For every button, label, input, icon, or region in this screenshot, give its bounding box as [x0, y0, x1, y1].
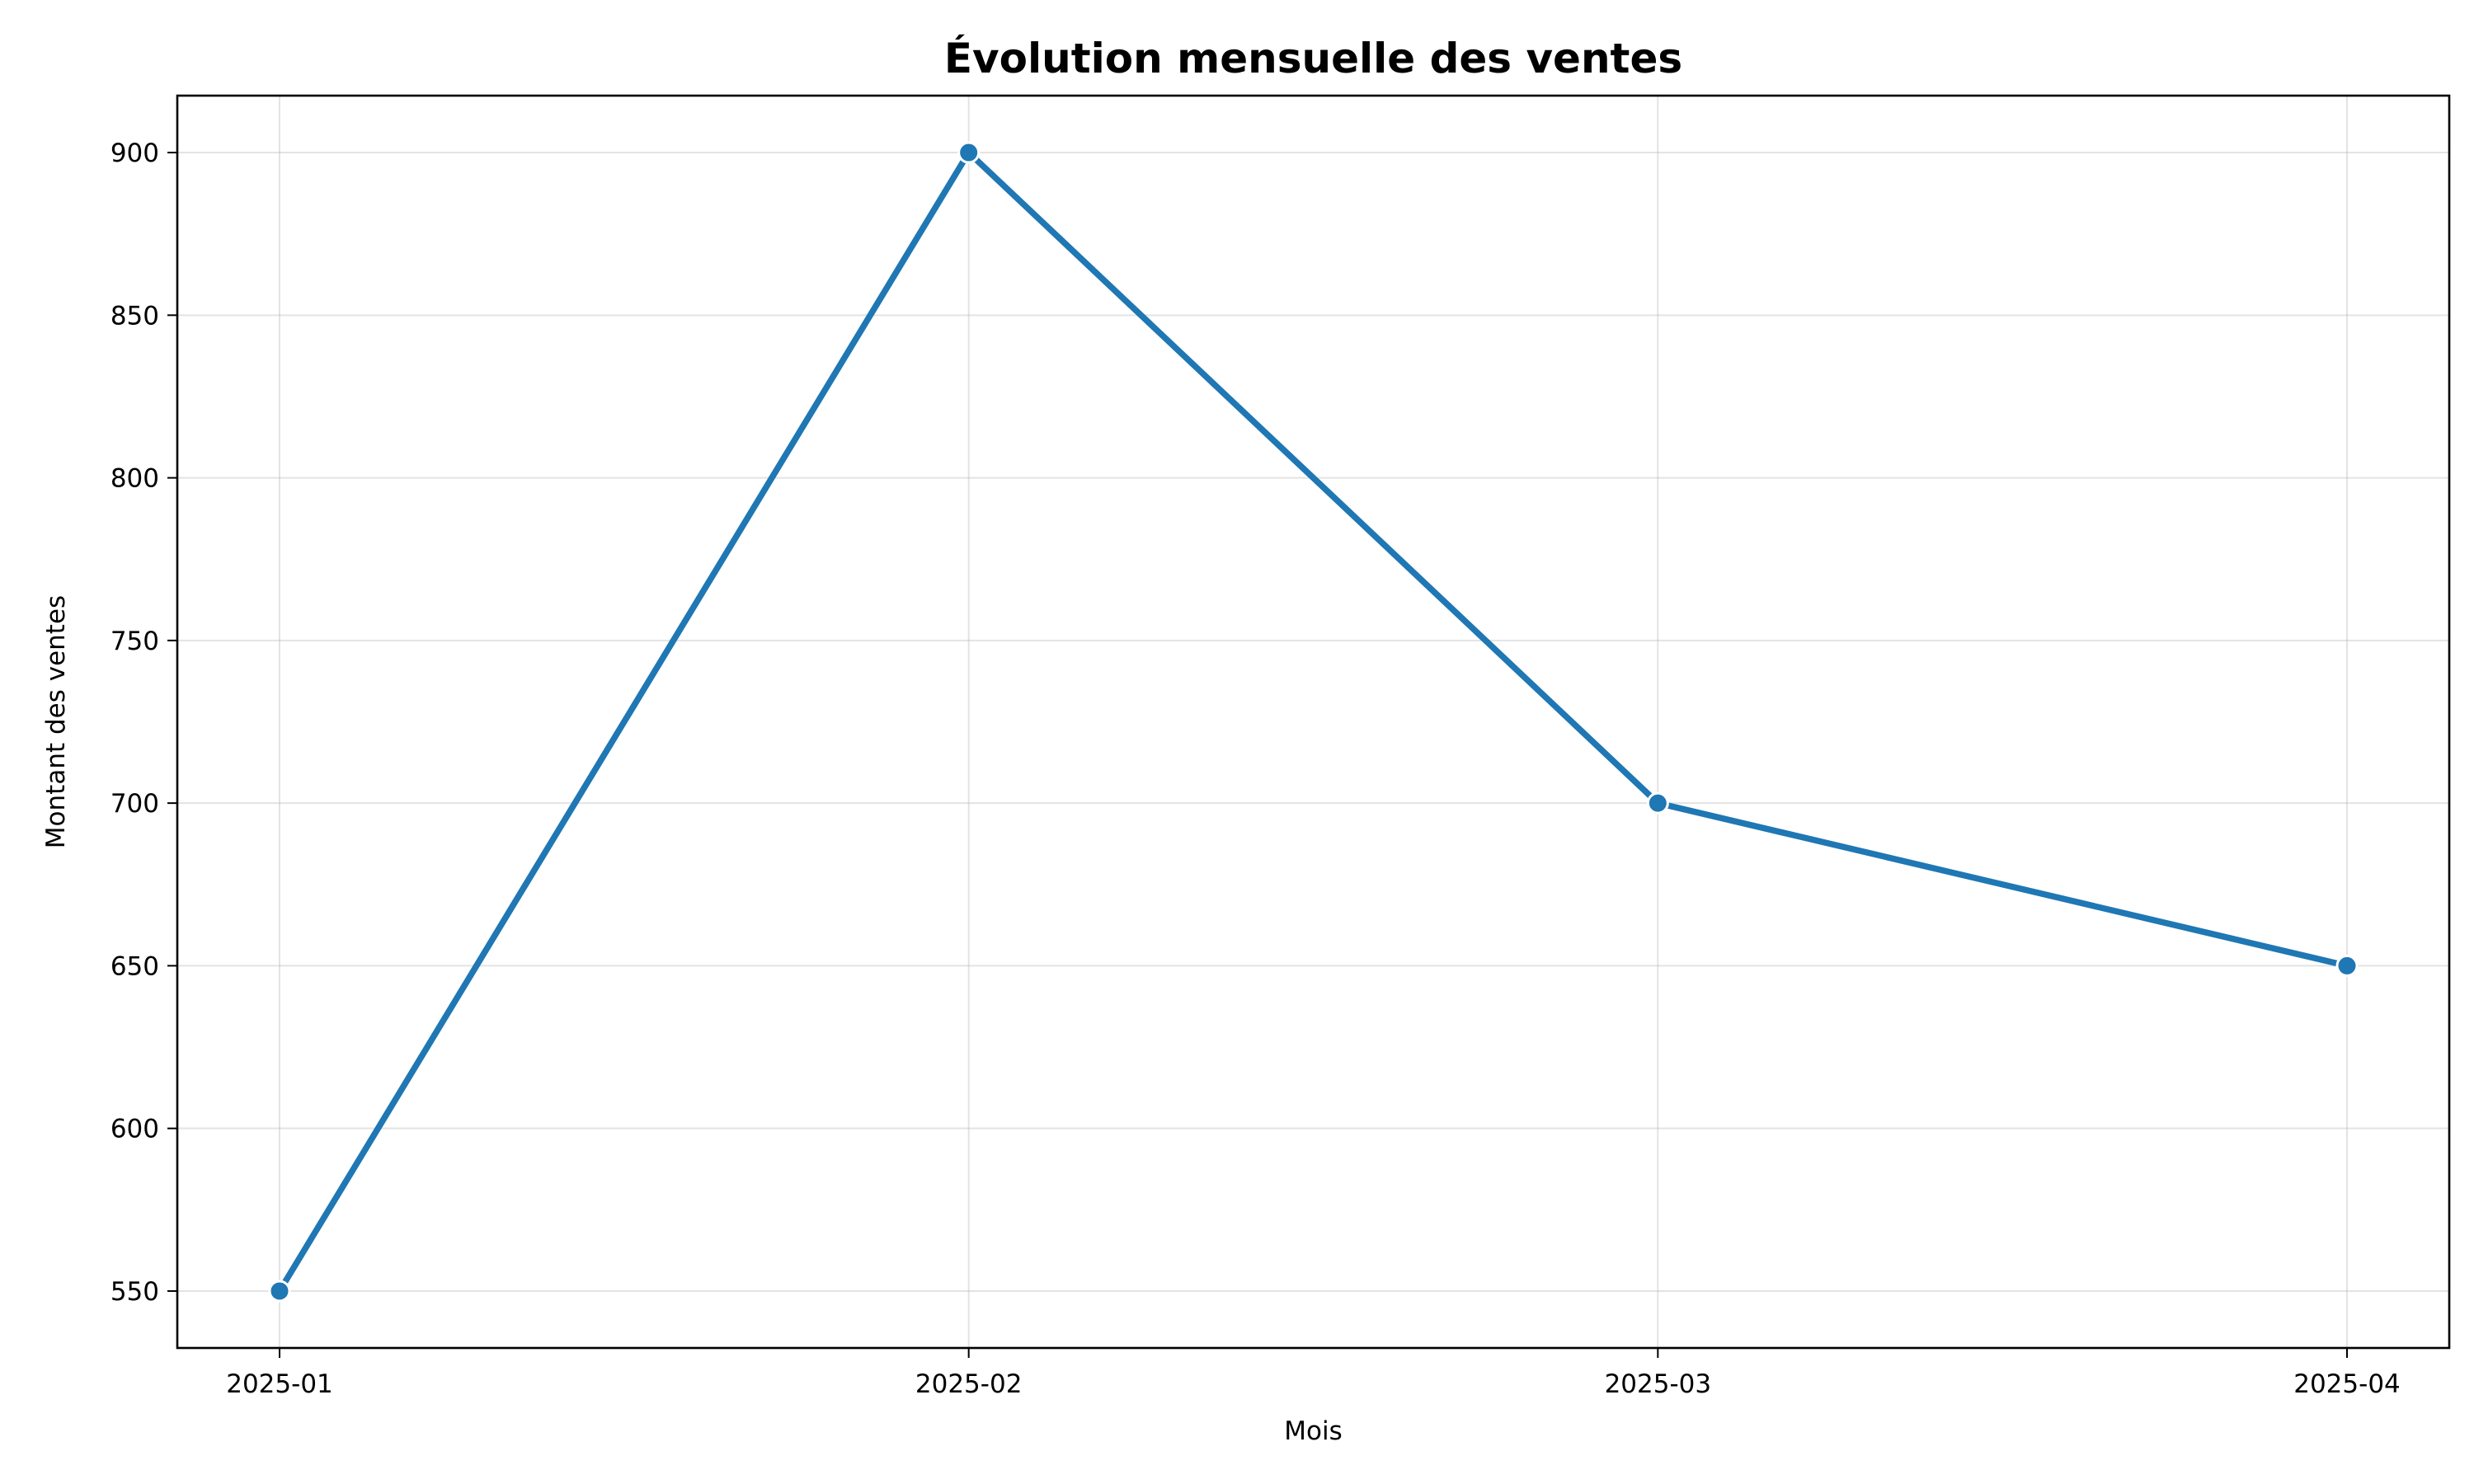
y-axis-label: Montant des ventes [41, 595, 71, 848]
y-tick-label: 750 [111, 627, 159, 656]
data-point [2335, 954, 2359, 977]
y-tick-label: 650 [111, 951, 159, 981]
x-axis-label: Mois [1284, 1416, 1342, 1446]
plot-frame [176, 94, 2451, 1350]
x-tick-label: 2025-04 [2293, 1369, 2401, 1399]
y-tick-label: 550 [111, 1277, 159, 1307]
x-tick-label: 2025-02 [915, 1369, 1023, 1399]
y-tick-label: 700 [111, 789, 159, 819]
x-tick-label: 2025-03 [1605, 1369, 1712, 1399]
series-layer [268, 141, 2359, 1303]
chart-title: Évolution mensuelle des ventes [944, 34, 1682, 82]
y-tick-label: 600 [111, 1115, 159, 1144]
data-point [268, 1280, 291, 1303]
data-point [957, 141, 981, 164]
series-line [276, 149, 2350, 1294]
y-tick-label: 850 [111, 301, 159, 331]
y-tick-label: 900 [111, 139, 159, 168]
y-tick-label: 800 [111, 464, 159, 494]
axis-ticks: 550 600 650 700 750 800 850 900 2025-01 2025-02 20… [111, 139, 2401, 1399]
data-point [1646, 791, 1669, 815]
x-tick-label: 2025-01 [226, 1369, 333, 1399]
